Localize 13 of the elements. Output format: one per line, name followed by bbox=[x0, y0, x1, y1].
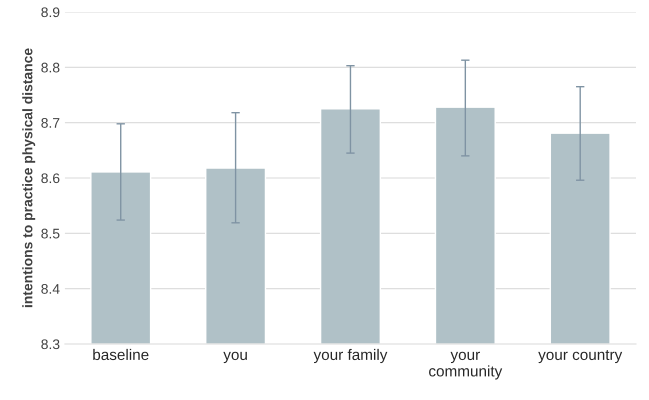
y-tick-label: 8.6 bbox=[41, 173, 60, 184]
x-tick-label: you bbox=[223, 352, 247, 364]
y-tick-label: 8.7 bbox=[41, 118, 60, 128]
y-tick-label: 8.8 bbox=[41, 62, 60, 73]
y-tick-label: 8.5 bbox=[41, 228, 60, 239]
x-tick-label: your community bbox=[429, 352, 502, 380]
x-tick-label: your country bbox=[538, 350, 622, 364]
y-tick-label: 8.9 bbox=[41, 7, 60, 18]
y-tick-label: 8.4 bbox=[41, 284, 60, 294]
y-tick-label: 8.3 bbox=[41, 339, 60, 350]
y-axis-title: intentions to practice physical distance bbox=[22, 48, 36, 308]
x-tick-label: baseline bbox=[93, 348, 149, 360]
x-tick-label: your family bbox=[314, 348, 388, 364]
